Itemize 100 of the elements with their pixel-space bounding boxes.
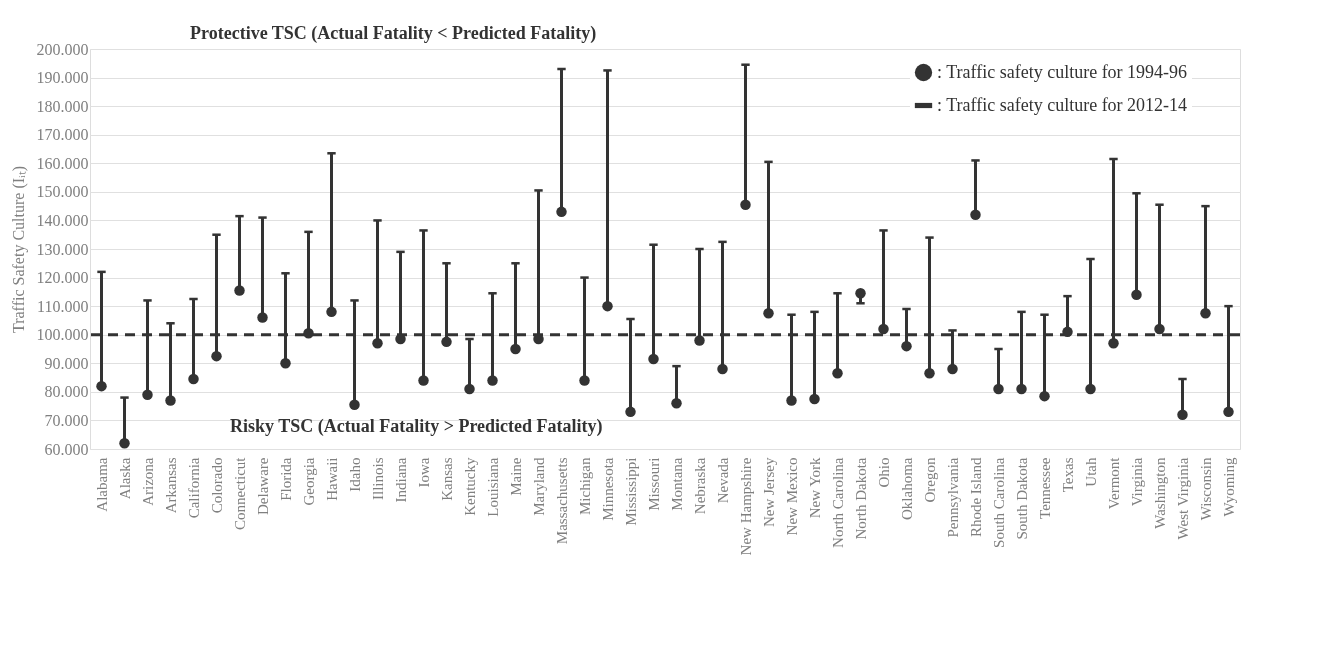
y-tick-label: 170.000 (36, 126, 89, 144)
x-tick-label: Maryland (530, 457, 547, 516)
x-tick-label: North Carolina (829, 457, 846, 548)
x-tick-label: Hawaii (323, 457, 340, 501)
point (188, 373, 199, 385)
x-tick-label: Oregon (921, 457, 938, 503)
y-tick-label: 60.000 (44, 440, 89, 458)
x-tick-label: South Dakota (1013, 457, 1030, 540)
point (901, 340, 912, 352)
x-tick-label: California (185, 457, 202, 519)
x-tick-label: Michigan (576, 457, 593, 515)
x-tick-label: Rhode Island (967, 457, 984, 538)
x-tick-label: Ohio (875, 457, 892, 488)
point (1223, 406, 1234, 418)
x-tick-label: New Hampshire (737, 457, 754, 556)
x-tick-label: Delaware (254, 457, 271, 515)
x-tick-label: New York (806, 457, 823, 519)
y-tick-label: 70.000 (44, 411, 89, 429)
x-tick-label: Alaska (116, 457, 133, 500)
x-tick-label: Florida (277, 457, 294, 501)
x-tick-label: Nebraska (691, 457, 708, 515)
point (1016, 383, 1027, 395)
point (257, 312, 268, 323)
point (326, 306, 337, 318)
point (142, 389, 153, 400)
point (855, 288, 866, 299)
point (786, 395, 797, 406)
x-tick-label: Mississippi (622, 457, 639, 526)
y-tick-label: 200.000 (36, 40, 89, 58)
x-tick-label: Vermont (1105, 456, 1122, 510)
x-tick-label: Arkansas (162, 457, 179, 514)
y-tick-label: 80.000 (44, 383, 89, 401)
point (740, 199, 751, 210)
point (878, 323, 889, 335)
point (165, 395, 176, 406)
x-tick-label: Arizona (139, 457, 156, 506)
point (832, 368, 843, 379)
legend-label: : Traffic safety culture for 2012-14 (937, 94, 1188, 115)
point (809, 393, 820, 405)
x-tick-label: South Carolina (990, 457, 1007, 548)
y-tick-label: 150.000 (36, 183, 89, 201)
x-tick-label: New Mexico (783, 457, 800, 536)
x-tick-label: West Virginia (1174, 457, 1191, 540)
point (1200, 308, 1211, 319)
x-tick-label: Missouri (645, 457, 662, 511)
point (234, 285, 245, 296)
point (717, 363, 728, 375)
point (1108, 338, 1119, 349)
point (556, 206, 567, 218)
y-tick-label: 100.000 (36, 326, 89, 344)
x-tick-label: North Dakota (852, 457, 869, 540)
x-tick-label: Connecticut (231, 456, 248, 530)
x-tick-label: Maine (507, 457, 524, 496)
point (487, 375, 498, 386)
point (280, 358, 291, 369)
x-tick-label: Kentucky (461, 457, 478, 516)
point (1131, 289, 1142, 300)
x-tick-label: Nevada (714, 457, 731, 504)
point (1039, 390, 1050, 402)
x-tick-label: Alabama (93, 457, 110, 512)
x-tick-label: Massachusetts (553, 457, 570, 545)
text: Protective TSC (Actual Fatality < Predicted Fatality) (190, 23, 597, 44)
x-tick-label: Georgia (300, 457, 317, 506)
legend-label: : Traffic safety culture for 1994-96 (937, 61, 1188, 82)
x-tick-label: Illinois (369, 457, 386, 501)
point (1177, 409, 1188, 420)
point (763, 308, 774, 319)
x-tick-label: Washington (1151, 457, 1168, 529)
y-tick-label: 110.000 (37, 297, 89, 315)
point (119, 438, 130, 449)
point (648, 353, 659, 365)
point (993, 383, 1004, 395)
x-tick-label: Minnesota (599, 457, 616, 521)
x-tick-label: Texas (1059, 457, 1076, 493)
y-tick-label: 190.000 (36, 69, 89, 87)
x-tick-label: Wisconsin (1197, 457, 1214, 521)
y-tick-label: 180.000 (36, 97, 89, 115)
y-tick-label: 120.000 (36, 269, 89, 287)
point (303, 328, 314, 339)
x-tick-label: Kansas (438, 457, 455, 501)
y-tick-label: 90.000 (44, 354, 89, 372)
point (671, 398, 682, 409)
point (1062, 326, 1073, 338)
x-tick-label: Indiana (392, 457, 409, 503)
point (441, 336, 452, 348)
y-tick-label: 140.000 (36, 211, 89, 229)
y-tick-label: 130.000 (36, 240, 89, 258)
x-tick-label: Wyoming (1220, 457, 1237, 517)
x-tick-label: Oklahoma (898, 457, 915, 520)
point (694, 335, 705, 346)
x-tick-label: Utah (1082, 457, 1099, 487)
x-tick-label: Virginia (1128, 457, 1145, 507)
point (96, 380, 107, 392)
point (602, 300, 613, 312)
point (947, 363, 958, 375)
point (1154, 323, 1165, 335)
point (625, 406, 636, 418)
point (372, 338, 383, 349)
x-tick-label: New Jersey (760, 457, 777, 528)
x-tick-label: Iowa (415, 457, 432, 488)
